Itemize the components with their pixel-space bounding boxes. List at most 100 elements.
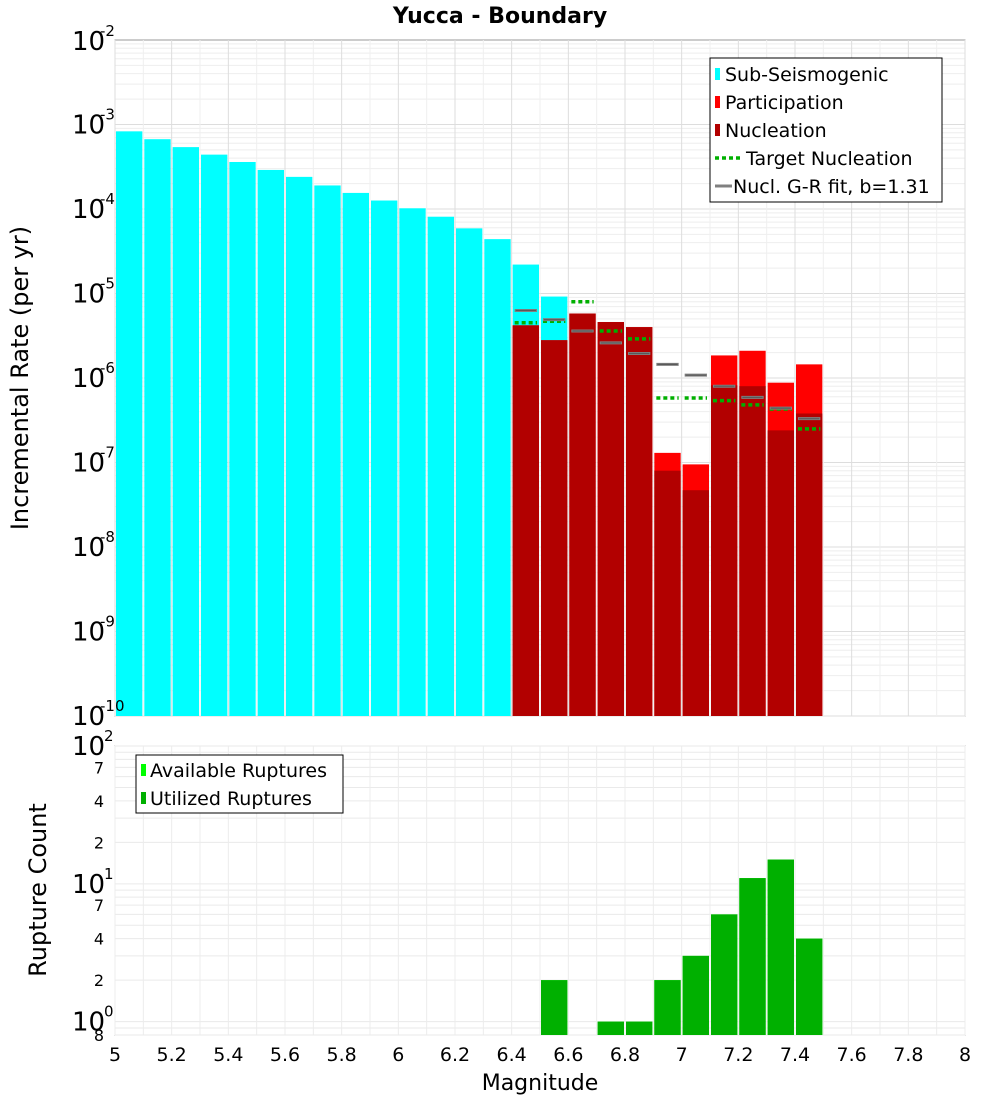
sub-seismogenic-bar bbox=[456, 228, 483, 716]
nucleation-bar bbox=[796, 413, 823, 716]
count-y-minor-tick: 2 bbox=[94, 971, 104, 990]
count-y-minor-tick: 7 bbox=[94, 896, 104, 915]
nucleation-bar bbox=[541, 340, 568, 716]
legend-swatch-sub-seismogenic bbox=[715, 68, 720, 80]
rate-bars bbox=[116, 131, 823, 717]
x-tick-label: 6.6 bbox=[553, 1044, 583, 1066]
x-tick-label: 6.2 bbox=[440, 1044, 470, 1066]
utilized-ruptures-bar bbox=[767, 859, 794, 1035]
count-y-tick-exponent: 2 bbox=[104, 727, 114, 745]
sub-seismogenic-bar bbox=[116, 131, 143, 717]
x-tick-label: 7.6 bbox=[837, 1044, 867, 1066]
utilized-ruptures-bar bbox=[541, 980, 568, 1035]
sub-seismogenic-bar bbox=[427, 216, 454, 716]
sub-seismogenic-bar bbox=[257, 169, 284, 716]
count-y-minor-tick: 4 bbox=[94, 930, 104, 949]
x-tick-label: 7.4 bbox=[780, 1044, 810, 1066]
sub-seismogenic-bar bbox=[371, 200, 398, 717]
utilized-ruptures-bar bbox=[626, 1021, 653, 1035]
x-ticks: 5 5.2 5.4 5.6 5.8 6 6.2 6.4 6.6 6.8 7 7.2 7.4 7.6 7.8 8 bbox=[109, 1044, 971, 1066]
x-tick-label: 5.4 bbox=[213, 1044, 243, 1066]
x-tick-label: 7.2 bbox=[723, 1044, 753, 1066]
x-tick-label: 6 bbox=[392, 1044, 404, 1066]
nucleation-bar bbox=[597, 321, 624, 716]
rate-y-tick-base: 10 bbox=[72, 449, 105, 479]
nucleation-bar bbox=[569, 313, 596, 716]
rate-legend-box bbox=[709, 57, 943, 203]
rate-y-tick-base: 10 bbox=[72, 195, 105, 225]
count-y-tick-base: 10 bbox=[72, 732, 105, 762]
utilized-ruptures-bar bbox=[654, 980, 681, 1035]
x-tick-label: 5.2 bbox=[157, 1044, 187, 1066]
nucleation-bar bbox=[626, 327, 653, 716]
sub-seismogenic-bar bbox=[201, 154, 228, 717]
count-y-minor-tick: 2 bbox=[94, 833, 104, 852]
rate-y-tick-exponent: -7 bbox=[100, 444, 115, 462]
legend-label-nucl-g-r-fit-b-1-31: Nucl. G-R fit, b=1.31 bbox=[733, 176, 930, 198]
rate-lines bbox=[514, 299, 821, 431]
count-y-tick-base: 10 bbox=[72, 870, 105, 900]
sub-seismogenic-bar bbox=[172, 147, 199, 716]
count-y-tick-exponent: 0 bbox=[104, 1003, 114, 1021]
count-y-axis-label: Rupture Count bbox=[24, 803, 52, 977]
sub-seismogenic-bar bbox=[314, 185, 341, 717]
count-y-tick-base: 10 bbox=[72, 1008, 105, 1038]
x-tick-label: 7.8 bbox=[893, 1044, 923, 1066]
rate-y-tick-base: 10 bbox=[72, 364, 105, 394]
x-tick-label: 8 bbox=[959, 1044, 971, 1066]
sub-seismogenic-bar bbox=[484, 239, 511, 717]
legend-swatch-nucleation bbox=[715, 124, 720, 136]
x-tick-label: 7 bbox=[676, 1044, 688, 1066]
rate-y-axis-label: Incremental Rate (per yr) bbox=[6, 226, 34, 530]
x-tick-label: 5.6 bbox=[270, 1044, 300, 1066]
count-legend: Available Ruptures Utilized Ruptures bbox=[135, 754, 344, 814]
utilized-ruptures-bar bbox=[711, 914, 738, 1035]
utilized-ruptures-bar bbox=[682, 955, 709, 1035]
rate-y-tick-exponent: -3 bbox=[100, 106, 115, 124]
rate-y-tick-exponent: -2 bbox=[100, 22, 115, 40]
x-tick-label: 5 bbox=[109, 1044, 121, 1066]
nucleation-bar bbox=[512, 325, 539, 716]
legend-label-participation: Participation bbox=[725, 92, 844, 114]
rate-y-tick-exponent: -8 bbox=[100, 528, 115, 546]
legend-swatch-available-ruptures bbox=[141, 764, 146, 776]
count-y-minor-tick: 4 bbox=[94, 792, 104, 811]
count-y-minor-tick: 7 bbox=[94, 758, 104, 777]
rate-y-tick-base: 10 bbox=[72, 111, 105, 141]
rate-legend: Sub-Seismogenic Participation Nucleation Ta… bbox=[709, 57, 943, 203]
x-tick-label: 5.8 bbox=[327, 1044, 357, 1066]
sub-seismogenic-bar bbox=[229, 161, 256, 716]
nucleation-bar bbox=[767, 430, 794, 716]
legend-label-nucleation: Nucleation bbox=[725, 120, 827, 142]
rate-y-tick-base: 10 bbox=[72, 27, 105, 57]
utilized-ruptures-bar bbox=[739, 878, 766, 1035]
legend-label-utilized-ruptures: Utilized Ruptures bbox=[150, 788, 312, 810]
rate-y-tick-exponent: -9 bbox=[100, 613, 115, 631]
sub-seismogenic-bar bbox=[399, 208, 426, 716]
nucleation-bar bbox=[654, 470, 681, 716]
count-y-minor-tick: 8 bbox=[94, 1026, 104, 1045]
rate-y-tick-exponent: -5 bbox=[100, 275, 115, 293]
rate-y-tick-exponent: -6 bbox=[100, 359, 115, 377]
x-tick-label: 6.8 bbox=[610, 1044, 640, 1066]
rate-y-tick-base: 10 bbox=[72, 702, 105, 732]
rate-y-tick-exponent: -10 bbox=[100, 697, 125, 715]
sub-seismogenic-bar bbox=[286, 176, 313, 717]
count-grid bbox=[114, 745, 966, 1036]
legend-label-available-ruptures: Available Ruptures bbox=[150, 760, 327, 782]
legend-swatch-participation bbox=[715, 96, 720, 108]
count-y-tick-exponent: 1 bbox=[104, 865, 114, 883]
rate-y-tick-base: 10 bbox=[72, 280, 105, 310]
utilized-ruptures-bar bbox=[796, 938, 823, 1035]
sub-seismogenic-bar bbox=[144, 139, 171, 717]
rate-y-tick-base: 10 bbox=[72, 618, 105, 648]
count-legend-box bbox=[135, 754, 344, 814]
rate-y-tick-base: 10 bbox=[72, 533, 105, 563]
nucleation-bar bbox=[682, 490, 709, 716]
nucleation-bar bbox=[739, 386, 766, 716]
legend-swatch-utilized-ruptures bbox=[141, 792, 146, 804]
